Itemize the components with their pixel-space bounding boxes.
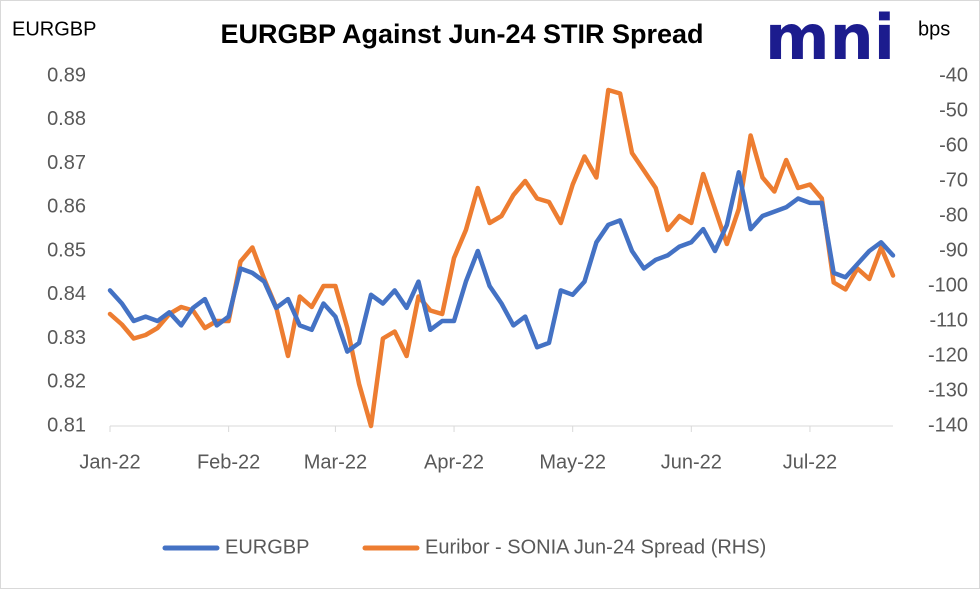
y2-tick-label: -100 [928, 274, 968, 296]
y2-tick-label: -60 [939, 134, 968, 156]
y-axis-label: EURGBP [12, 18, 96, 40]
x-tick-label: Mar-22 [304, 451, 367, 473]
y-tick-label: 0.85 [47, 239, 86, 261]
y-tick-label: 0.82 [47, 371, 86, 393]
x-tick-label: Apr-22 [424, 451, 484, 473]
y-tick-label: 0.89 [47, 64, 86, 86]
legend-label: Euribor - SONIA Jun-24 Spread (RHS) [425, 536, 766, 558]
x-tick-label: Jul-22 [783, 451, 837, 473]
x-tick-label: Jan-22 [79, 451, 140, 473]
y2-tick-label: -70 [939, 169, 968, 191]
x-tick-label: May-22 [539, 451, 606, 473]
logo: mni [765, 1, 895, 74]
y2-tick-label: -140 [928, 414, 968, 436]
series-line [107, 170, 896, 354]
y2-axis-label: bps [918, 18, 950, 40]
y-tick-label: 0.81 [47, 414, 86, 436]
y2-tick-label: -50 [939, 99, 968, 121]
y-tick-label: 0.87 [47, 152, 86, 174]
y-tick-label: 0.88 [47, 108, 86, 130]
y-tick-label: 0.86 [47, 196, 86, 218]
y-tick-label: 0.83 [47, 327, 86, 349]
legend-label: EURGBP [225, 536, 309, 558]
y2-tick-label: -130 [928, 379, 968, 401]
x-tick-label: Jun-22 [661, 451, 722, 473]
y2-tick-label: -40 [939, 64, 968, 86]
y2-tick-label: -90 [939, 239, 968, 261]
y2-tick-label: -110 [929, 309, 968, 331]
y-tick-label: 0.84 [47, 283, 86, 305]
y2-tick-label: -80 [939, 204, 968, 226]
y2-tick-label: -120 [928, 344, 968, 366]
series-line [107, 87, 896, 429]
chart-title: EURGBP Against Jun-24 STIR Spread [220, 19, 703, 49]
x-tick-label: Feb-22 [197, 451, 260, 473]
